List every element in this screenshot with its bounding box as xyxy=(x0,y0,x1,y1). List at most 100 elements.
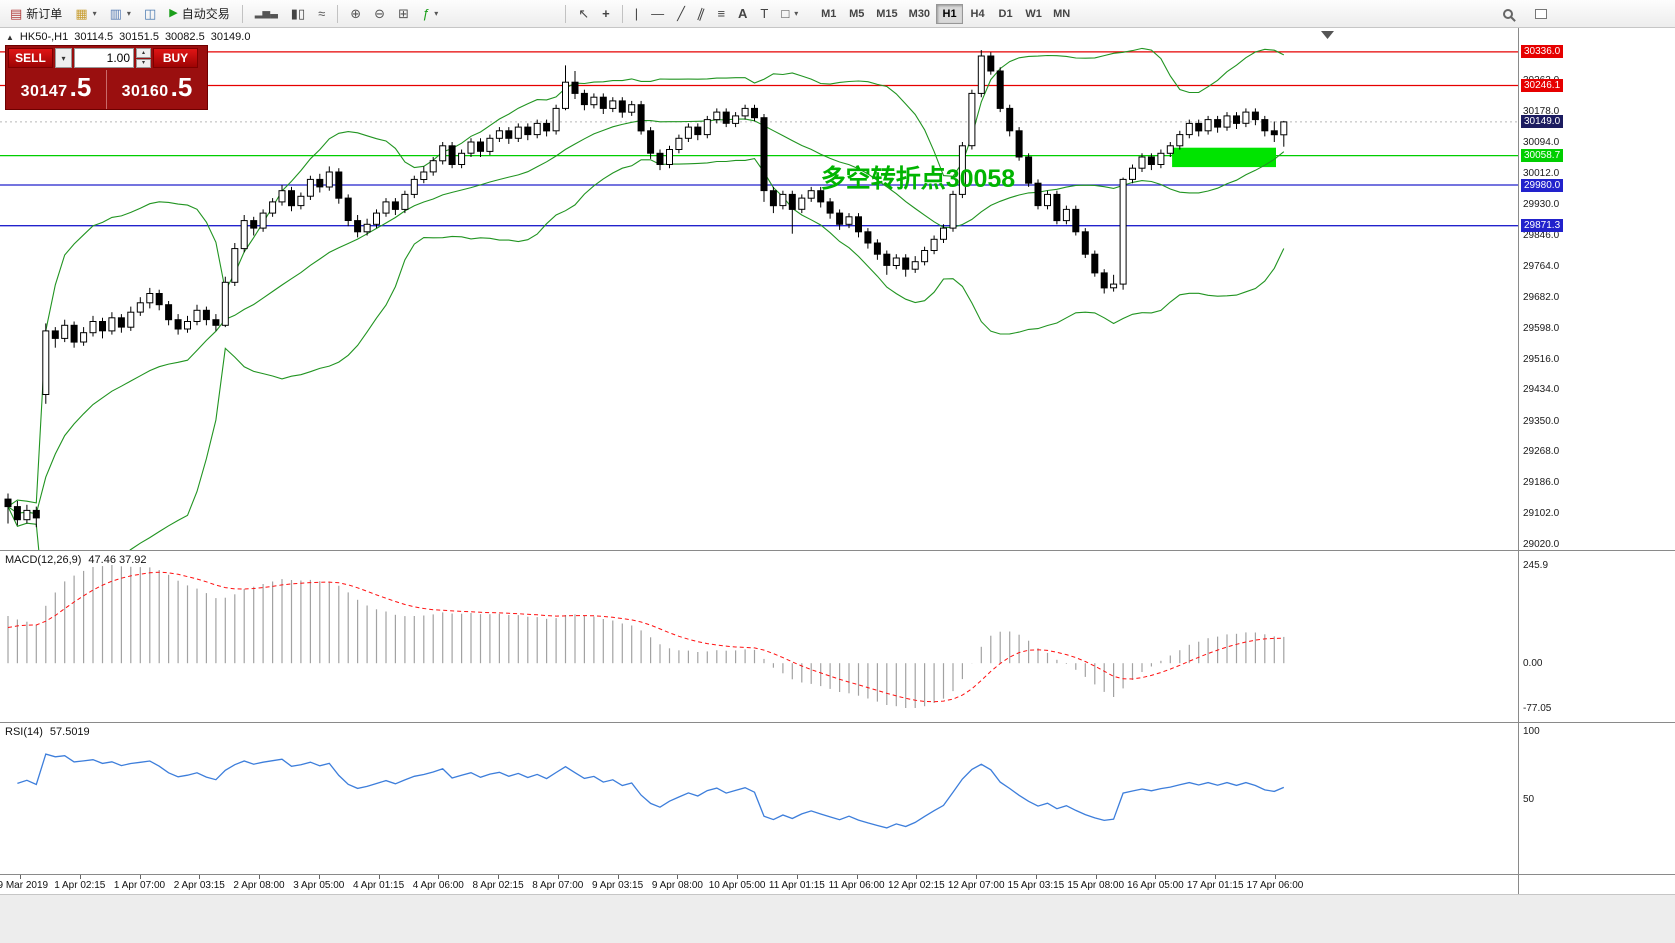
timeframe-m15-button[interactable]: M15 xyxy=(871,4,902,24)
zoom-out-button[interactable]: ⊖ xyxy=(368,3,391,25)
time-label: 15 Apr 08:00 xyxy=(1067,880,1125,891)
price-tick-label: 29186.0 xyxy=(1523,476,1560,488)
auto-trading-button[interactable]: ▶ 自动交易 xyxy=(163,3,235,25)
macd-tick-label: 0.00 xyxy=(1523,658,1543,670)
time-tick xyxy=(916,875,918,879)
chart-ohlc-header: ▲ HK50-,H1 30114.5 30151.5 30082.5 30149… xyxy=(6,31,250,43)
main-toolbar: ▤ 新订单 ▦ ▾ ▥ ▾ ◫ ▶ 自动交易 ▂▅▃ ▮▯ ≈ ⊕ ⊖ ⊞ ƒ ▾ ↖… xyxy=(0,0,1675,28)
data-window-icon: ◫ xyxy=(143,6,157,21)
timeframe-m1-button[interactable]: M1 xyxy=(815,4,842,24)
crosshair-button[interactable]: + xyxy=(596,3,616,25)
timeframe-w1-button[interactable]: W1 xyxy=(1020,4,1047,24)
high-value: 30151.5 xyxy=(119,31,159,43)
shapes-icon: □ xyxy=(781,6,790,21)
time-label: 15 Apr 03:15 xyxy=(1007,880,1065,891)
text-label-button[interactable]: T xyxy=(754,3,774,25)
price-tick-label: 29598.0 xyxy=(1523,322,1560,334)
data-window-button[interactable]: ◫ xyxy=(138,3,162,25)
time-tick xyxy=(1155,875,1157,879)
time-label: 17 Apr 01:15 xyxy=(1186,880,1244,891)
rsi-axis[interactable]: 100 50 xyxy=(1518,723,1675,874)
indicators-button[interactable]: ƒ ▾ xyxy=(416,3,444,25)
macd-plot[interactable]: MACD(12,26,9) 47.46 37.92 xyxy=(0,551,1518,722)
chart-profiles-icon: ▥ xyxy=(109,6,122,21)
sell-price[interactable]: 30147 .5 xyxy=(6,70,106,109)
trendline-icon: ╱ xyxy=(677,6,685,21)
volume-down-button[interactable]: ▾ xyxy=(136,58,151,68)
volume-up-button[interactable]: ▴ xyxy=(136,48,151,58)
price-tick-label: 29268.0 xyxy=(1523,446,1560,458)
zoom-in-button[interactable]: ⊕ xyxy=(344,3,367,25)
search-button[interactable] xyxy=(1497,3,1519,25)
macd-axis[interactable]: 245.9 0.00 -77.05 xyxy=(1518,551,1675,722)
text-tool-button[interactable]: A xyxy=(732,3,753,25)
profiles-button[interactable]: ▥ ▾ xyxy=(104,3,137,25)
new-window-button[interactable] xyxy=(1529,3,1553,25)
time-tick xyxy=(438,875,440,879)
cursor-button[interactable]: ↖ xyxy=(572,3,595,25)
toolbar-separator xyxy=(241,4,243,23)
line-chart-button[interactable]: ≈ xyxy=(312,3,331,25)
horizontal-line-icon: — xyxy=(651,6,665,21)
timeframe-m5-button[interactable]: M5 xyxy=(843,4,870,24)
time-label: 11 Apr 01:15 xyxy=(768,880,825,891)
price-tick-label: 30178.0 xyxy=(1523,106,1560,117)
time-label: 12 Apr 07:00 xyxy=(947,880,1005,891)
zoom-in-icon: ⊕ xyxy=(350,6,362,21)
window-bottom-strip xyxy=(0,894,1675,943)
tile-windows-button[interactable]: ⊞ xyxy=(392,3,415,25)
chevron-down-icon: ▾ xyxy=(434,9,439,18)
highlight-box xyxy=(1172,147,1276,168)
equidistant-channel-icon: ∥ xyxy=(695,5,707,22)
one-click-toggle-icon[interactable]: ▲ xyxy=(6,32,14,42)
new-chart-icon: ▦ xyxy=(75,6,88,21)
chevron-down-icon: ▾ xyxy=(92,9,97,18)
time-tick xyxy=(1095,875,1097,879)
price-level-badge: 29980.0 xyxy=(1521,178,1564,192)
text-label-icon: T xyxy=(760,6,769,21)
timeframe-toolbar: M1 M5 M15 M30 H1 H4 D1 W1 MN xyxy=(815,3,1075,24)
zoom-out-icon: ⊖ xyxy=(374,6,386,21)
rsi-label: RSI(14) xyxy=(5,726,43,738)
price-tick-label: 29516.0 xyxy=(1523,353,1560,365)
fibonacci-button[interactable]: ≡ xyxy=(711,3,731,25)
time-tick xyxy=(79,875,81,879)
bar-chart-button[interactable]: ▂▅▃ xyxy=(249,3,284,25)
time-label: 3 Apr 05:00 xyxy=(293,880,345,891)
horizontal-line-button[interactable]: — xyxy=(645,3,670,25)
new-chart-button[interactable]: ▦ ▾ xyxy=(69,3,102,25)
time-tick xyxy=(617,875,619,879)
timeframe-m30-button[interactable]: M30 xyxy=(904,4,935,24)
timeframe-h1-button[interactable]: H1 xyxy=(936,3,964,24)
vertical-line-button[interactable]: | xyxy=(629,3,644,25)
price-tick-label: 30094.0 xyxy=(1523,137,1560,149)
timeframe-mn-button[interactable]: MN xyxy=(1048,4,1075,24)
sell-button[interactable]: SELL xyxy=(8,48,53,68)
timeframe-d1-button[interactable]: D1 xyxy=(992,4,1019,24)
candlestick-chart-button[interactable]: ▮▯ xyxy=(285,3,311,25)
buy-price[interactable]: 30160 .5 xyxy=(106,70,207,109)
play-icon: ▶ xyxy=(169,7,178,19)
axis-divider xyxy=(1518,875,1519,894)
macd-signal-line xyxy=(7,571,1284,703)
timeframe-h4-button[interactable]: H4 xyxy=(964,4,991,24)
channel-button[interactable]: ∥ xyxy=(692,3,711,25)
buy-button[interactable]: BUY xyxy=(153,48,198,68)
volume-dropdown-button[interactable]: ▾ xyxy=(55,48,72,68)
price-tick-label: 29350.0 xyxy=(1523,415,1560,427)
price-level-badge: 30336.0 xyxy=(1521,45,1564,59)
time-axis[interactable]: 29 Mar 2019 1 Apr 02:15 1 Apr 07:00 2 Apr 0… xyxy=(0,874,1675,894)
shapes-button[interactable]: □ ▾ xyxy=(775,3,804,25)
time-label: 9 Apr 03:15 xyxy=(592,880,644,891)
volume-input[interactable] xyxy=(74,48,134,68)
price-chart-plot[interactable]: 多空转折点30058 ▲ HK50-,H1 30114.5 30151.5 30… xyxy=(0,28,1518,550)
rsi-plot[interactable]: RSI(14) 57.5019 xyxy=(0,723,1518,874)
new-order-button[interactable]: ▤ 新订单 xyxy=(4,3,68,25)
price-chart-panel: 多空转折点30058 ▲ HK50-,H1 30114.5 30151.5 30… xyxy=(0,28,1675,550)
price-axis[interactable]: 30262.030178.030094.030012.029930.029846… xyxy=(1518,28,1675,550)
time-label: 12 Apr 02:15 xyxy=(888,880,945,891)
trendline-button[interactable]: ╱ xyxy=(671,3,691,25)
rsi-line xyxy=(17,753,1285,829)
macd-panel: MACD(12,26,9) 47.46 37.92 245.9 0.00 -77.0… xyxy=(0,550,1675,722)
